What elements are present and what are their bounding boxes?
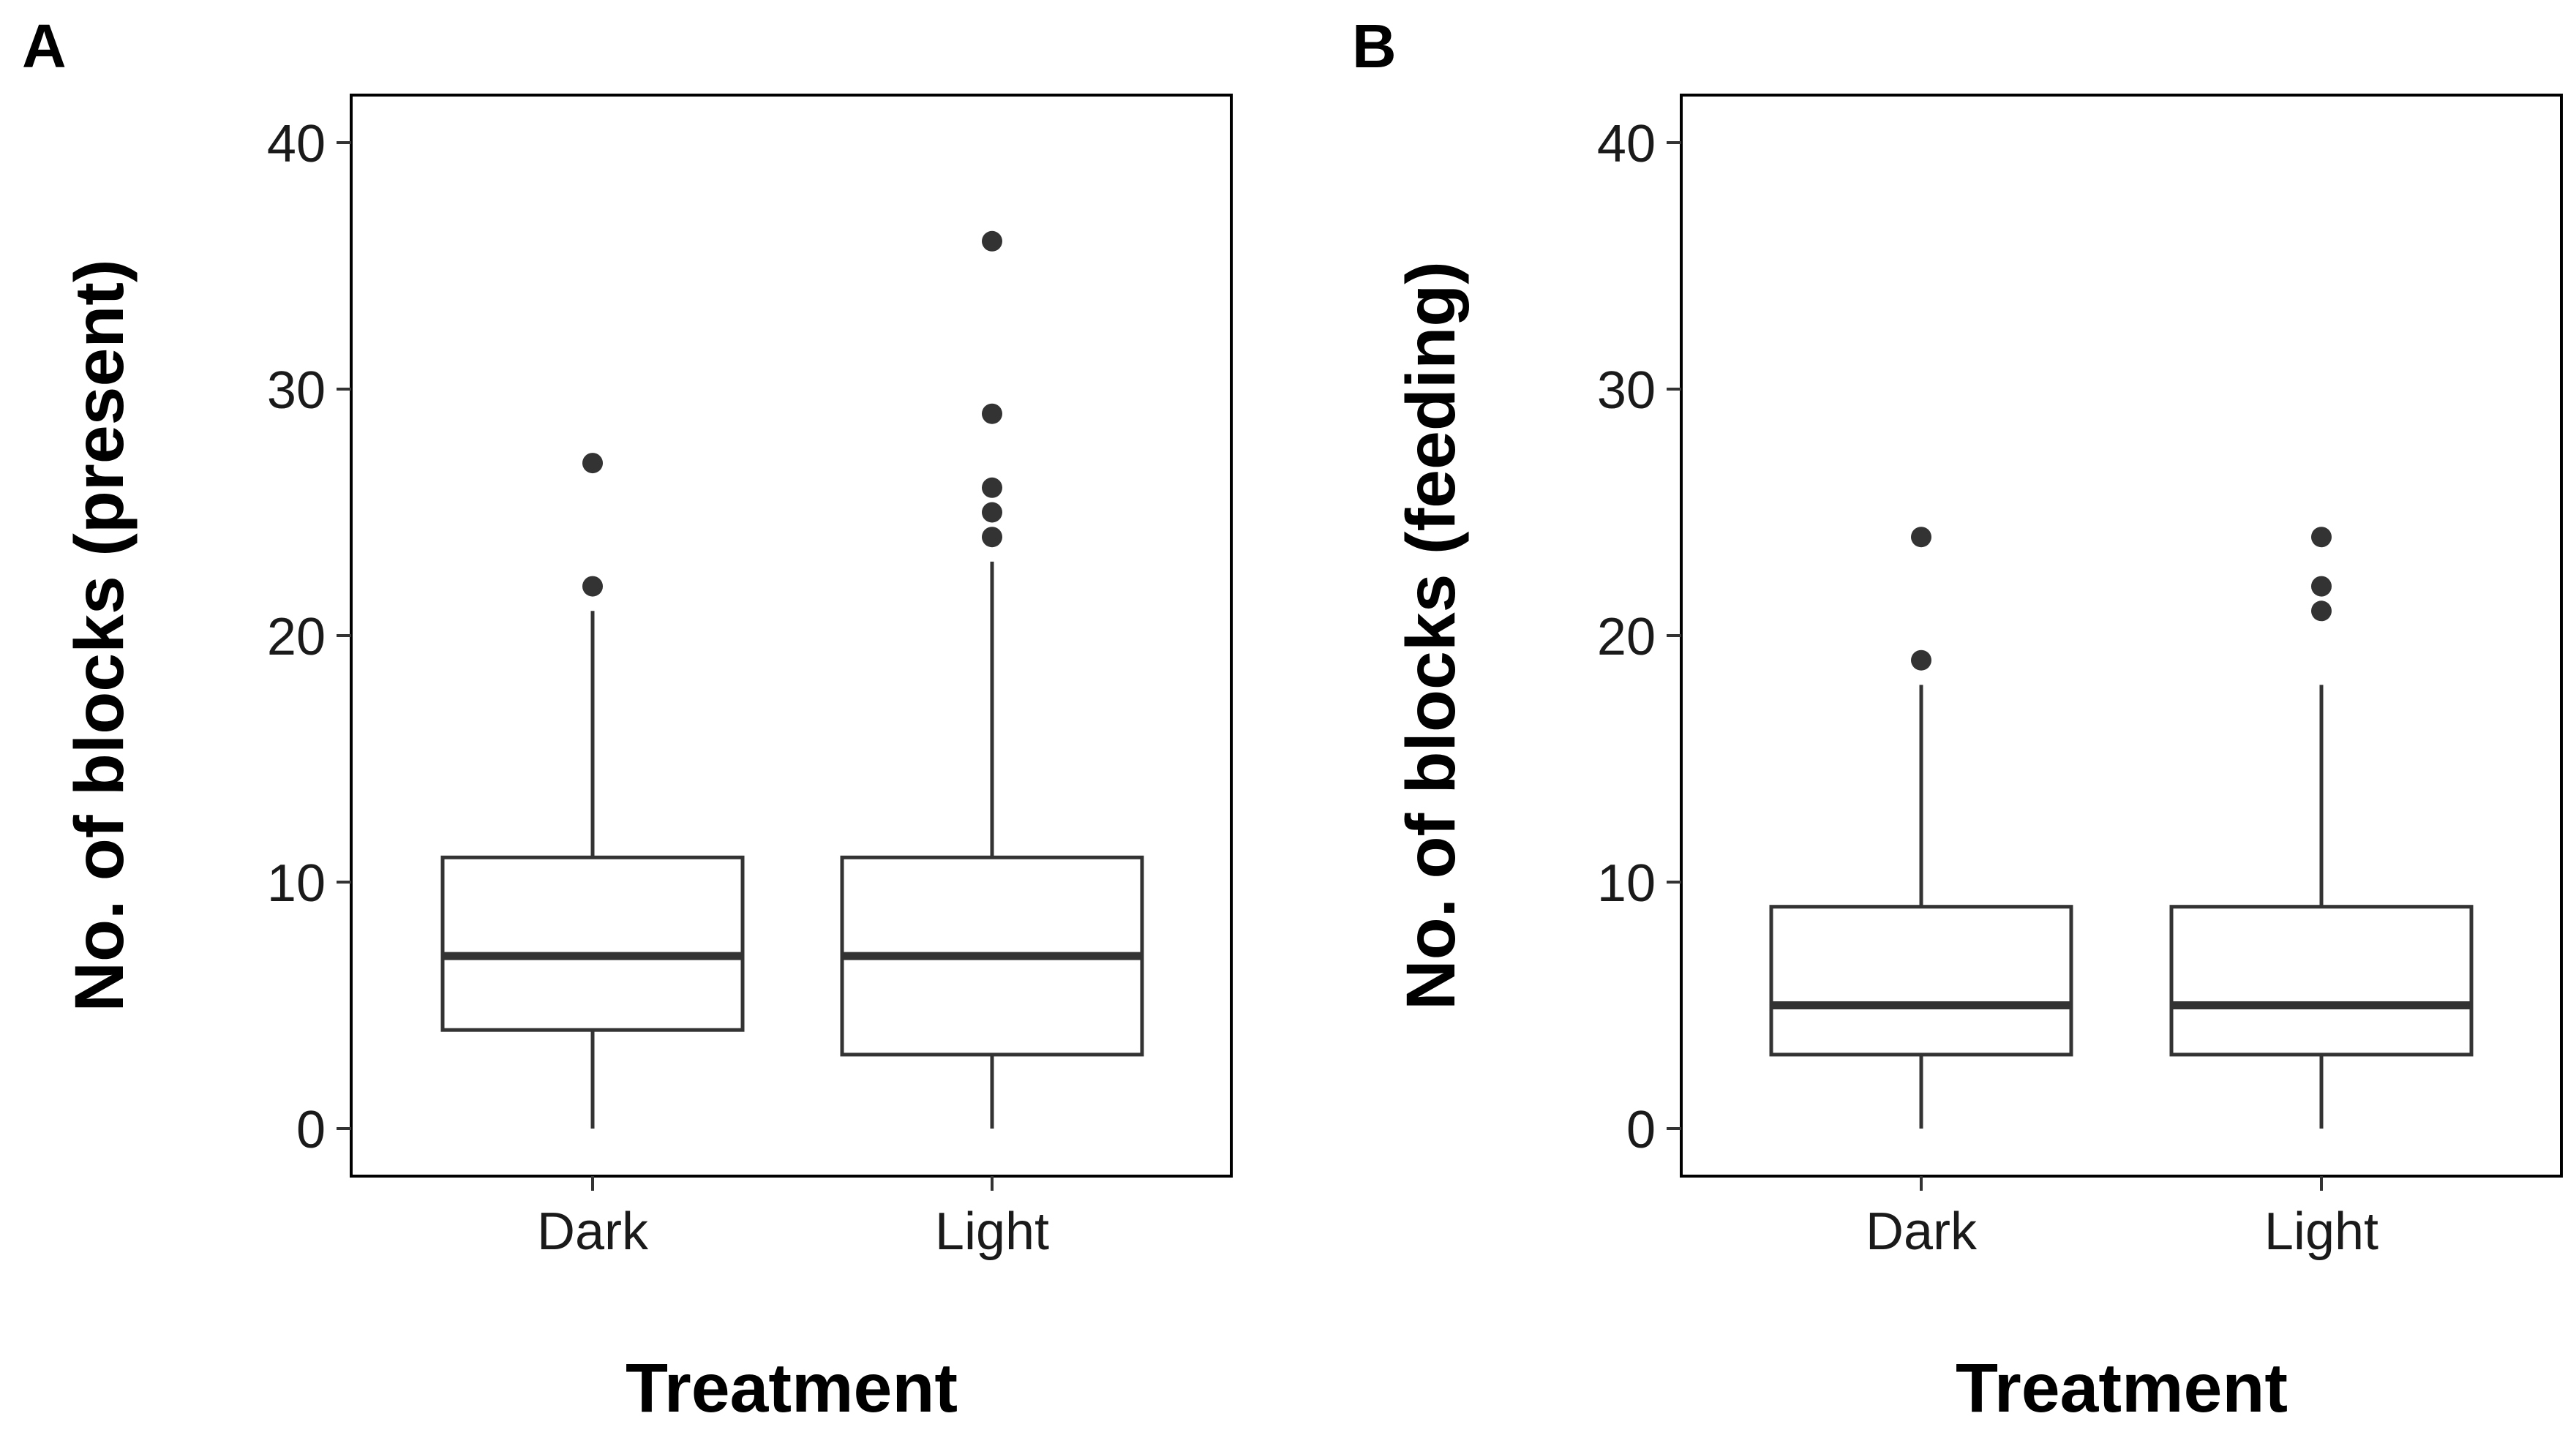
y-tick-label: 10 [267,854,326,913]
panel-letter: B [1352,12,1397,80]
outlier-point [2311,527,2332,548]
panel-b: B 0 10 20 30 40 Dark Light No. of blocks (feedin… [1352,12,2563,1427]
outlier-point [982,527,1002,548]
y-tick-label: 40 [267,115,326,173]
y-tick-label: 30 [267,361,326,420]
outlier-point [1911,649,1931,671]
outlier-point [582,576,603,597]
outlier-point [982,502,1002,523]
y-tick-label: 30 [1597,361,1656,420]
y-tick-label: 20 [1597,608,1656,666]
y-axis-title: No. of blocks (feeding) [1392,261,1470,1010]
iqr-box [440,855,745,1032]
y-tick-label: 10 [1597,854,1656,913]
box-dark [1769,527,2073,1129]
x-tick-label: Dark [1866,1202,1978,1261]
outlier-point [982,230,1002,252]
x-tick-label: Light [2264,1202,2378,1261]
outlier-point [2311,600,2332,622]
box-dark [440,453,745,1129]
box-light [840,230,1144,1129]
y-tick-label: 0 [1626,1101,1656,1159]
iqr-box [1769,905,2073,1057]
x-tick-label: Dark [537,1202,649,1261]
outlier-point [2311,576,2332,597]
outlier-point [1911,527,1931,548]
x-axis-title: Treatment [1956,1349,2288,1427]
y-tick-label: 40 [1597,115,1656,173]
x-tick-label: Light [935,1202,1049,1261]
y-axis-title: No. of blocks (present) [61,259,138,1012]
panel-a: A 0 10 20 30 40 Dark Light No. of blocks (presen… [22,12,1233,1427]
outlier-point [582,453,603,474]
outlier-point [982,403,1002,424]
box-light [2169,527,2474,1129]
panel-letter: A [22,12,67,80]
x-axis-title: Treatment [626,1349,958,1427]
y-tick-label: 0 [296,1101,326,1159]
iqr-box [2169,905,2474,1057]
outlier-point [982,477,1002,498]
y-tick-label: 20 [267,608,326,666]
